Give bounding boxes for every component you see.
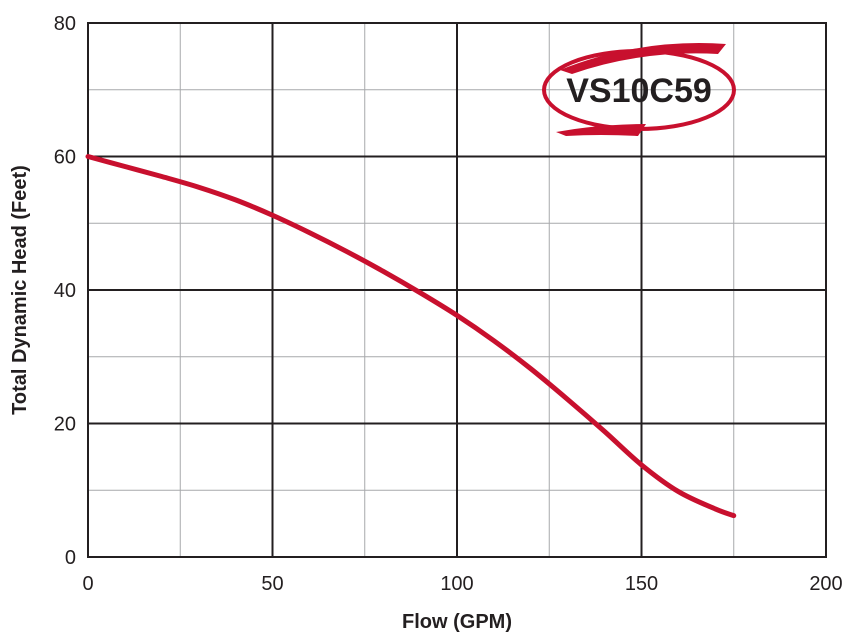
model-badge: VS10C59	[542, 43, 736, 136]
x-tick-label: 100	[440, 573, 473, 595]
major-gridlines	[88, 23, 826, 557]
pump-performance-curve	[85, 154, 737, 519]
y-tick-label: 0	[65, 547, 76, 569]
badge-swoosh-bottom	[556, 124, 646, 136]
x-tick-label: 0	[82, 573, 93, 595]
y-tick-label: 40	[54, 280, 76, 302]
model-badge-label: VS10C59	[566, 72, 712, 110]
badge-swoosh-top	[560, 43, 726, 74]
x-tick-label: 50	[261, 573, 283, 595]
y-axis-title: Total Dynamic Head (Feet)	[9, 165, 31, 415]
y-tick-label: 80	[54, 13, 76, 35]
x-axis-title: Flow (GPM)	[402, 611, 512, 633]
x-tick-label: 200	[809, 573, 842, 595]
x-tick-label: 150	[625, 573, 658, 595]
y-tick-label: 20	[54, 414, 76, 436]
y-tick-labels: 0 20 40 60 80	[54, 13, 76, 569]
x-tick-labels: 0 50 100 150 200	[82, 573, 842, 595]
y-tick-label: 60	[54, 147, 76, 169]
plot-frame	[87, 22, 827, 558]
